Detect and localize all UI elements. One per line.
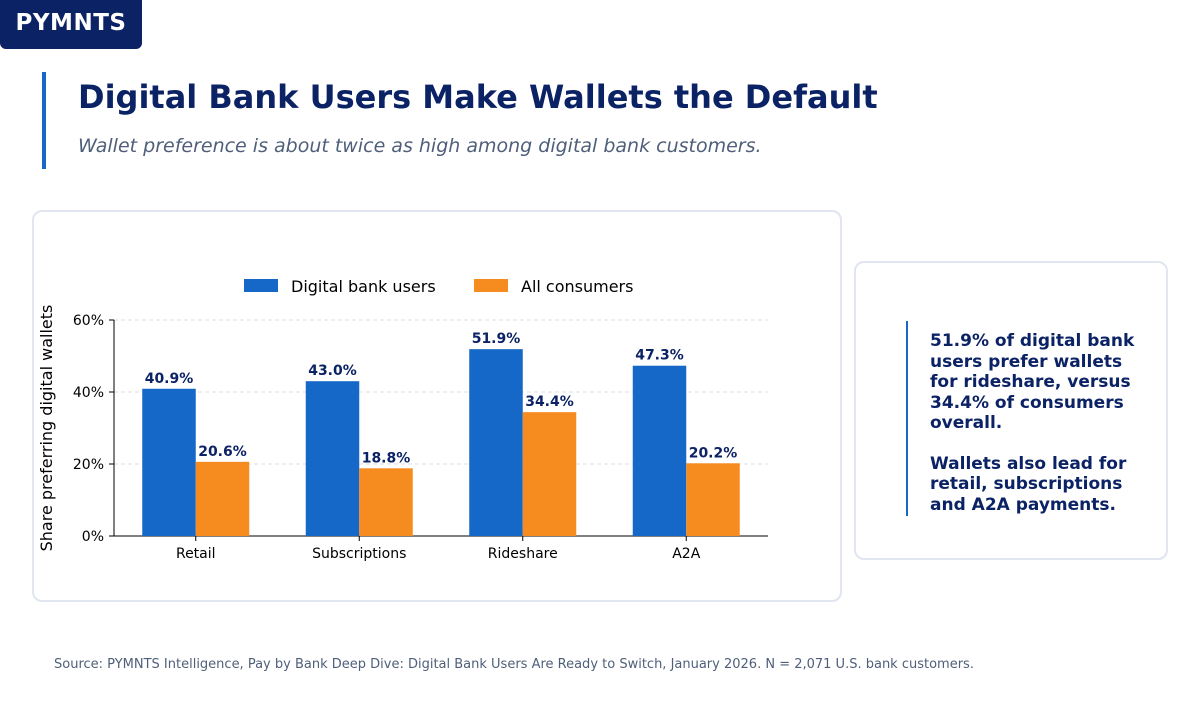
chart-card: 0% 20% 40% 60% Share preferring digital wall…	[32, 210, 842, 602]
data-label: 34.4%	[525, 394, 574, 410]
y-tick-label: 0%	[82, 529, 104, 545]
legend-swatch	[474, 279, 508, 292]
insight-text: 51.9% of digital bank users prefer walle…	[930, 331, 1154, 515]
bar-all-consumers	[195, 461, 250, 536]
bar-digital-bank-users	[632, 365, 687, 536]
insight-paragraph: 51.9% of digital bank users prefer walle…	[930, 331, 1135, 433]
x-tick-label: Rideshare	[488, 546, 558, 562]
source-note: Source: PYMNTS Intelligence, Pay by Bank…	[54, 657, 974, 672]
legend-label: All consumers	[521, 277, 633, 296]
data-label: 18.8%	[362, 450, 411, 466]
brand-logo: PYMNTS	[0, 0, 142, 49]
bar-chart: 0% 20% 40% 60% Share preferring digital wall…	[37, 277, 768, 562]
data-label: 51.9%	[472, 331, 521, 347]
y-tick-label: 20%	[73, 457, 104, 473]
data-label: 43.0%	[308, 363, 357, 379]
data-label: 40.9%	[145, 371, 194, 387]
bar-all-consumers	[522, 412, 577, 536]
x-tick-label: Retail	[176, 546, 216, 562]
data-label: 20.2%	[689, 445, 738, 461]
bar-all-consumers	[686, 463, 740, 536]
legend-swatch	[244, 279, 278, 292]
title-accent-bar	[42, 72, 46, 169]
bar-digital-bank-users	[142, 388, 196, 536]
bar-digital-bank-users	[305, 381, 360, 536]
insight-card: 51.9% of digital bank users prefer walle…	[854, 261, 1168, 560]
bar-all-consumers	[359, 468, 413, 536]
data-label: 47.3%	[635, 348, 684, 364]
legend-label: Digital bank users	[291, 277, 436, 296]
insight-accent-rule	[906, 321, 908, 516]
page-title: Digital Bank Users Make Wallets the Defa…	[78, 78, 878, 116]
y-tick-label: 40%	[73, 385, 104, 401]
y-tick-label: 60%	[73, 313, 104, 329]
insight-paragraph: Wallets also lead for retail, subscripti…	[930, 453, 1127, 515]
x-tick-label: Subscriptions	[312, 546, 406, 562]
data-label: 20.6%	[198, 444, 247, 460]
bar-digital-bank-users	[469, 349, 523, 536]
y-axis-label: Share preferring digital wallets	[37, 305, 56, 552]
page-subtitle: Wallet preference is about twice as high…	[78, 135, 762, 157]
x-tick-label: A2A	[672, 546, 700, 562]
